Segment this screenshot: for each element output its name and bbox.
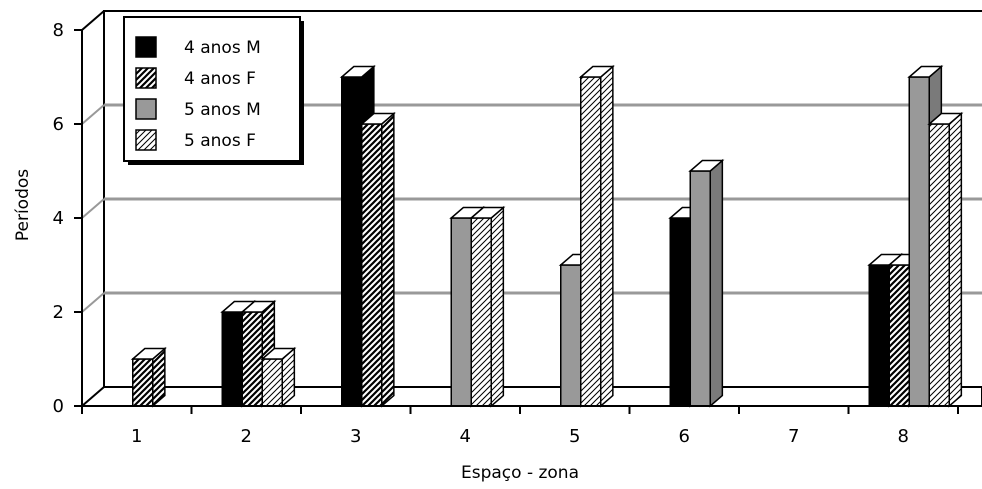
legend-swatch [135, 67, 157, 89]
legend-swatch [135, 129, 157, 151]
legend-label: 4 anos M [184, 38, 261, 58]
bar-top [469, 206, 506, 219]
bar-top [130, 347, 167, 360]
gridline-side [81, 104, 105, 125]
bar-front [341, 76, 363, 407]
bar [927, 111, 964, 408]
bar-side [709, 158, 724, 408]
x-tick-label: 7 [788, 426, 799, 447]
bars [130, 64, 964, 408]
bar-front [868, 264, 890, 407]
y-tick-label: 8 [53, 20, 64, 41]
x-tick-label: 5 [569, 426, 580, 447]
x-tick-label: 2 [241, 426, 252, 447]
gridline-side [81, 198, 105, 219]
bar-front [669, 217, 691, 407]
tick-labels: 0 2 4 6 8 1 2 3 4 5 6 7 8 [53, 20, 959, 447]
bar-top [927, 112, 964, 125]
y-tick-label: 4 [53, 208, 64, 229]
bar-top [339, 65, 376, 78]
bar-front [580, 76, 602, 407]
bar-front [888, 264, 910, 407]
bar-front [560, 264, 582, 407]
bar-front [908, 76, 930, 407]
bar-top [578, 65, 615, 78]
bar-front [221, 311, 243, 407]
x-tick-label: 4 [460, 426, 471, 447]
bar [130, 346, 167, 408]
x-axis-title: Espaço - zona [461, 463, 579, 483]
bar-top [688, 159, 725, 172]
bar-side [381, 111, 395, 408]
bar-front [361, 123, 383, 407]
legend: 4 anos M 4 anos F 5 anos M 5 anos F [123, 16, 304, 165]
y-tick-label: 0 [53, 396, 64, 417]
legend-swatch [135, 36, 157, 58]
bar-top [240, 300, 277, 313]
bar-top [359, 112, 396, 125]
bar [260, 346, 297, 408]
bar-front [241, 311, 263, 407]
bar [469, 205, 506, 408]
legend-label: 4 anos F [184, 69, 256, 89]
legend-swatch [135, 98, 157, 120]
y-tick-label: 2 [53, 302, 64, 323]
x-tick-label: 8 [898, 426, 909, 447]
bar [359, 111, 396, 408]
bar [578, 64, 615, 408]
x-tick-label: 3 [350, 426, 361, 447]
bar-side [490, 205, 505, 408]
bar-front [132, 358, 154, 407]
y-axis-title: Períodos [13, 169, 33, 241]
legend-label: 5 anos F [184, 131, 256, 151]
x-tick-label: 6 [679, 426, 690, 447]
chart-floor [79, 386, 982, 407]
x-tick-label: 1 [131, 426, 142, 447]
bar-side [948, 111, 963, 408]
bar-front [689, 170, 711, 407]
bar-side [600, 64, 614, 408]
gridline-side [81, 292, 105, 313]
bar-front [928, 123, 950, 407]
bar-top [907, 65, 944, 78]
bar-front [450, 217, 472, 407]
bar [688, 158, 725, 408]
bar-front [261, 358, 283, 407]
legend-label: 5 anos M [184, 100, 261, 120]
bar-front [470, 217, 492, 407]
gridlines [81, 103, 982, 313]
bar-top [260, 347, 297, 360]
y-tick-label: 6 [53, 114, 64, 135]
